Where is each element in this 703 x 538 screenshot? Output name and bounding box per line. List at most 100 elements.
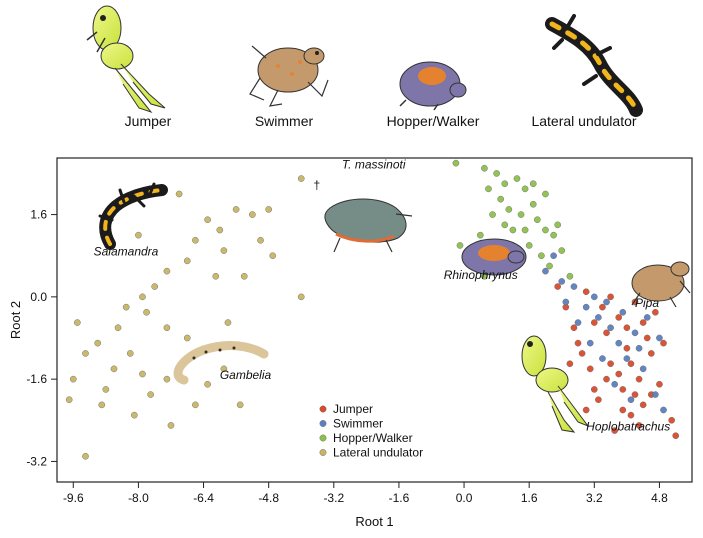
data-point — [220, 365, 228, 373]
data-point — [652, 308, 659, 316]
x-tick-label: -3.2 — [323, 491, 344, 505]
data-point — [607, 360, 614, 368]
annotation-label: Salamandra — [94, 245, 159, 259]
data-point — [525, 242, 533, 249]
data-point — [635, 422, 643, 429]
tmassinoti-illustration — [324, 198, 413, 253]
data-point — [477, 231, 484, 239]
data-point — [578, 350, 586, 357]
data-point — [656, 334, 663, 342]
data-point — [582, 303, 590, 311]
data-point — [501, 221, 509, 229]
data-point — [505, 206, 513, 213]
top-label-jumper: Jumper — [124, 113, 172, 129]
legend-marker — [319, 405, 327, 413]
data-point — [269, 252, 277, 260]
data-point — [143, 308, 150, 316]
data-point — [574, 319, 582, 326]
y-tick-label: 1.6 — [30, 208, 47, 222]
data-point — [147, 391, 154, 398]
lateral-undulator-salamander-illustration — [545, 14, 643, 117]
data-point — [619, 386, 627, 393]
hopper-frog-illustration — [399, 61, 467, 111]
data-point — [529, 180, 537, 188]
data-point — [599, 355, 606, 362]
data-point — [595, 396, 602, 404]
data-point — [623, 355, 631, 362]
data-point — [94, 339, 102, 347]
pipa-illustration — [631, 261, 691, 308]
x-tick-label: -6.4 — [193, 491, 214, 505]
data-point — [607, 293, 614, 301]
plot-frame — [56, 157, 693, 483]
data-point — [212, 272, 220, 280]
data-point — [82, 350, 89, 357]
data-point — [627, 360, 635, 368]
data-point — [521, 226, 529, 234]
data-point — [183, 334, 191, 342]
data-point — [603, 329, 610, 337]
rhinophrynus-illustration — [461, 238, 527, 276]
data-point — [647, 350, 655, 357]
data-point — [135, 231, 142, 239]
data-point — [297, 293, 305, 301]
data-point — [114, 324, 122, 332]
data-point — [232, 206, 240, 213]
top-label-hopper-walker: Hopper/Walker — [386, 113, 480, 129]
points-layer — [65, 159, 680, 460]
x-tick-label: -9.6 — [63, 491, 84, 505]
legend-marker — [319, 434, 327, 442]
data-point — [615, 314, 623, 321]
annotations-layer: T. massinoti † Salamandra Rhinophrynus Pipa G… — [94, 157, 671, 433]
data-point — [574, 339, 582, 347]
salamandra-illustration — [98, 182, 168, 250]
data-point — [175, 190, 183, 198]
data-point — [74, 319, 81, 326]
axis-layer: -9.6 -8.0 -6.4 -4.8 -3.2 -1.6 0.0 1.6 3.2 4.8 1.6 0… — [8, 208, 668, 529]
data-point — [615, 370, 623, 378]
top-label-lateral-undulator: Lateral undulator — [531, 113, 637, 129]
data-point — [615, 339, 623, 347]
annotation-label: Rhinophrynus — [444, 268, 518, 282]
gambelia-illustration — [173, 341, 269, 385]
data-point — [204, 216, 211, 224]
data-point — [489, 211, 496, 218]
data-point — [566, 360, 574, 368]
data-point — [590, 386, 598, 393]
data-point — [586, 365, 594, 373]
data-point — [631, 329, 639, 337]
data-point — [595, 314, 602, 321]
data-point — [656, 380, 663, 388]
data-point — [192, 236, 199, 244]
data-point — [660, 339, 667, 347]
data-point — [639, 365, 647, 373]
data-point — [122, 303, 130, 311]
swimmer-frog-illustration — [249, 45, 329, 107]
hoplobatrachus-illustration — [521, 335, 590, 433]
data-point — [509, 226, 517, 234]
data-point — [619, 308, 627, 316]
jumper-frog-illustration — [86, 5, 166, 114]
x-axis-label: Root 1 — [355, 514, 393, 529]
data-point — [224, 319, 232, 326]
y-tick-label: -1.6 — [26, 372, 47, 386]
legend-marker — [319, 420, 327, 427]
data-point — [501, 180, 509, 188]
data-point — [240, 272, 248, 280]
data-point — [485, 185, 492, 193]
data-point — [216, 226, 224, 234]
data-point — [590, 319, 598, 326]
y-axis-label: Root 2 — [8, 301, 23, 339]
data-point — [98, 401, 106, 409]
data-point — [550, 252, 557, 260]
data-point — [635, 375, 643, 383]
legend-label: Swimmer — [333, 417, 383, 431]
data-point — [611, 380, 618, 388]
data-point — [257, 236, 264, 244]
data-point — [660, 406, 667, 414]
data-point — [643, 334, 651, 342]
annotation-label: † — [313, 178, 320, 192]
data-point — [599, 303, 606, 311]
data-point — [236, 401, 244, 409]
